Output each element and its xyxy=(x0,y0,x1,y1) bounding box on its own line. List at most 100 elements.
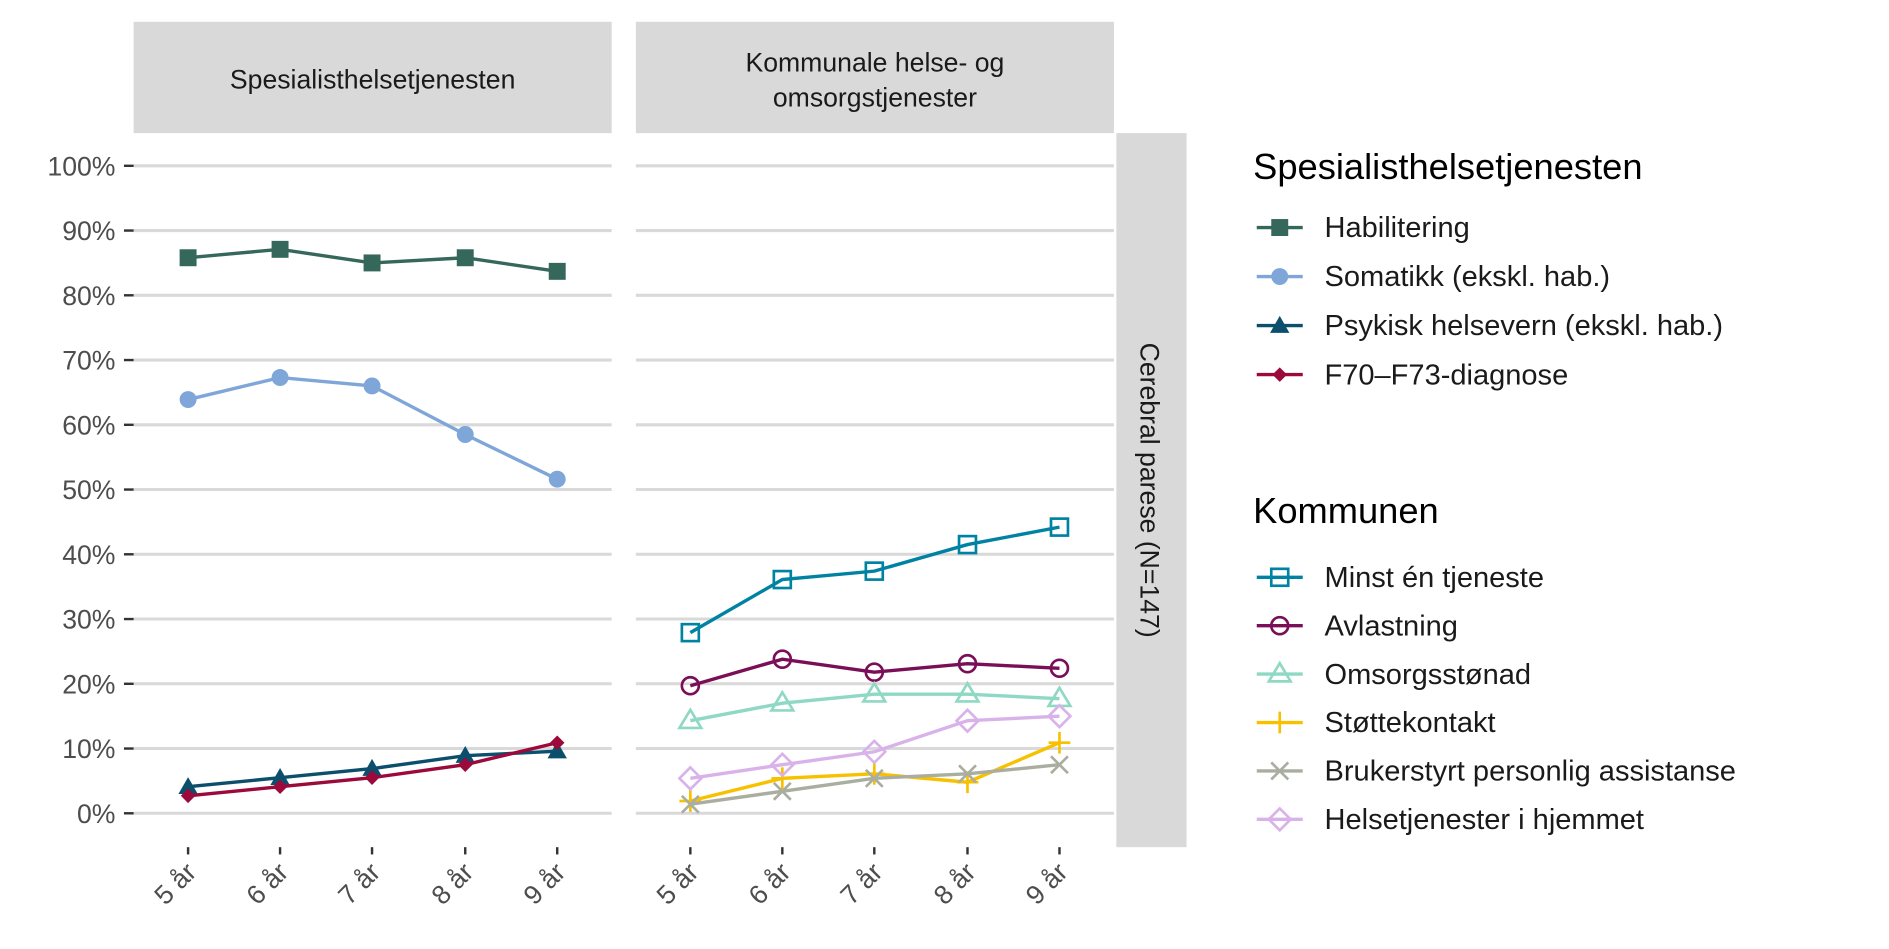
data-point xyxy=(772,781,792,801)
legend-item: Omsorgsstønad xyxy=(1256,659,1532,691)
legend-label: Avlastning xyxy=(1325,610,1458,642)
legend-label: Minst én tjeneste xyxy=(1325,562,1544,594)
data-point xyxy=(455,745,475,763)
legend-key-marker xyxy=(1269,567,1290,588)
data-point xyxy=(270,767,290,785)
legend-item: Somatikk (ekskl. hab.) xyxy=(1256,261,1611,293)
legend-label: Støttekontakt xyxy=(1325,707,1496,739)
data-point xyxy=(957,653,978,674)
data-point xyxy=(864,662,885,682)
strip-left-title: Spesialisthelsetjenesten xyxy=(230,64,516,94)
y-tick-label: 20% xyxy=(62,669,115,699)
data-point xyxy=(954,707,981,734)
strip-row xyxy=(1116,133,1187,848)
y-tick-label: 30% xyxy=(62,605,115,635)
data-point xyxy=(680,622,701,643)
x-tick-label: 5 år xyxy=(148,857,202,911)
data-point xyxy=(456,249,474,267)
data-point xyxy=(363,377,381,395)
data-point xyxy=(861,739,888,765)
data-point xyxy=(1049,658,1070,679)
series-Helsetjenester i hjemmet xyxy=(677,703,1073,792)
data-point xyxy=(957,534,978,555)
legend-item: Psykisk helsevern (ekskl. hab.) xyxy=(1256,310,1723,342)
legend-label: Omsorgsstønad xyxy=(1325,659,1532,691)
x-tick-label: 7 år xyxy=(835,857,889,911)
x-tick-label: 6 år xyxy=(240,857,294,911)
legend-key-marker xyxy=(1271,219,1289,236)
y-tick-label: 70% xyxy=(62,346,115,376)
legend-item: Habilitering xyxy=(1256,212,1470,244)
data-point xyxy=(677,765,704,792)
series-line xyxy=(690,714,1060,781)
y-tick-label: 50% xyxy=(62,475,115,505)
panel-2 xyxy=(635,133,1114,848)
x-tick-label: 8 år xyxy=(426,857,480,911)
legend-key-marker xyxy=(1270,315,1290,333)
x-tick-label: 8 år xyxy=(928,857,982,911)
legend-key-marker xyxy=(1270,761,1290,781)
legend-key-marker xyxy=(1271,268,1289,286)
legend-label: Helsetjenester i hjemmet xyxy=(1325,804,1644,836)
y-tick-label: 0% xyxy=(77,799,115,829)
data-point xyxy=(954,680,981,703)
data-point xyxy=(769,751,796,778)
legend-key-marker xyxy=(1268,711,1291,734)
strip-row-title: Cerebral parese (N=147) xyxy=(1135,343,1165,638)
data-point xyxy=(363,254,381,272)
legend-label: F70–F73-diagnose xyxy=(1325,359,1569,391)
y-tick-label: 40% xyxy=(62,540,115,570)
data-point xyxy=(680,675,701,696)
series-Habilitering xyxy=(179,240,566,280)
data-point xyxy=(772,569,793,590)
data-point xyxy=(178,777,198,795)
legend-item: Avlastning xyxy=(1256,610,1458,642)
legend-item: Minst én tjeneste xyxy=(1256,562,1544,594)
data-point xyxy=(864,768,884,788)
strip-right xyxy=(635,21,1114,134)
legend-key-marker xyxy=(1266,806,1293,833)
data-point xyxy=(864,561,885,581)
legend-key-marker xyxy=(1266,660,1293,683)
y-axis: 0% 10% 20% 30% 40% 50% 60% 70% 80% 90% 100% xyxy=(47,151,134,829)
data-point xyxy=(548,262,566,280)
data-point xyxy=(680,794,700,814)
legend-2: Kommunen Minst én tjeneste Avlastning Omsor… xyxy=(1253,490,1736,836)
legend-1: Spesialisthelsetjenesten Habilitering Soma… xyxy=(1253,146,1723,391)
legend: Spesialisthelsetjenesten Habilitering Soma… xyxy=(1253,146,1736,836)
data-point xyxy=(271,369,289,387)
data-point xyxy=(271,240,289,258)
legend-title: Spesialisthelsetjenesten xyxy=(1253,146,1642,187)
data-point xyxy=(1046,703,1073,729)
data-point xyxy=(457,757,473,772)
data-point xyxy=(179,249,197,267)
data-point xyxy=(548,470,566,488)
data-point xyxy=(362,758,382,776)
legend-item: Helsetjenester i hjemmet xyxy=(1256,804,1644,836)
panel-1 xyxy=(133,133,612,848)
x-tick-label: 9 år xyxy=(1020,857,1074,911)
x-tick-label: 6 år xyxy=(743,857,797,911)
series-Avlastning xyxy=(680,649,1070,696)
data-point xyxy=(771,767,794,790)
legend-key-marker xyxy=(1269,615,1290,636)
y-tick-label: 100% xyxy=(47,151,115,181)
legend-item: Brukerstyrt personlig assistanse xyxy=(1256,756,1736,788)
data-point xyxy=(179,391,197,409)
data-point xyxy=(958,764,977,784)
data-point xyxy=(772,649,793,669)
data-point xyxy=(364,770,380,785)
legend-label: Habilitering xyxy=(1325,212,1470,244)
y-tick-label: 60% xyxy=(62,410,115,440)
x-tick-label: 9 år xyxy=(518,857,572,911)
strips: Spesialisthelsetjenesten Kommunale helse… xyxy=(133,21,1187,848)
series-Brukerstyrt personlig assistanse xyxy=(680,755,1069,814)
x-tick-label: 5 år xyxy=(651,857,705,911)
data-point xyxy=(863,762,886,785)
legend-title: Kommunen xyxy=(1253,490,1439,531)
legend-label: Brukerstyrt personlig assistanse xyxy=(1325,756,1736,788)
strip-right-title-line1: Kommunale helse- og xyxy=(745,47,1004,77)
series-Minst én tjeneste xyxy=(680,517,1070,643)
legend-label: Somatikk (ekskl. hab.) xyxy=(1325,261,1611,293)
series-line xyxy=(690,692,1060,723)
